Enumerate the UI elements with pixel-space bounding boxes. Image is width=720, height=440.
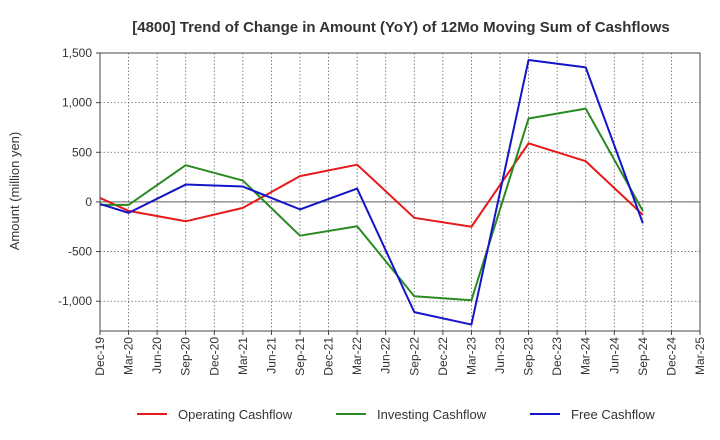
plot-frame (99, 52, 701, 332)
x-tick-label: Dec-19 (93, 337, 107, 376)
legend: Operating Cashflow Investing Cashflow Free… (137, 407, 655, 422)
x-tick-label: Jun-21 (264, 337, 278, 374)
x-tick-label: Mar-24 (579, 337, 593, 375)
chart-title: [4800] Trend of Change in Amount (YoY) o… (132, 19, 670, 36)
series-lines (99, 58, 644, 326)
x-tick-label: Sep-23 (522, 337, 536, 376)
x-tick-label: Dec-22 (436, 337, 450, 376)
legend-label: Operating Cashflow (178, 407, 293, 422)
y-tick-label: 1,500 (62, 46, 92, 60)
y-tick-label: 500 (72, 145, 92, 159)
x-tick-label: Mar-21 (236, 337, 250, 375)
plot-area-border (99, 52, 701, 332)
series-line-free-cashflow (99, 58, 644, 326)
y-tick-label: 0 (85, 195, 92, 209)
x-tick-label: Sep-24 (636, 337, 650, 376)
x-tick-label: Jun-23 (493, 337, 507, 374)
x-tick-label: Sep-22 (407, 337, 421, 376)
y-axis-label: Amount (million yen) (7, 132, 22, 251)
x-tick-label: Dec-24 (664, 337, 678, 376)
x-axis-ticks: Dec-19 Mar-20 Jun-20 Sep-20 Dec-20 Mar-21 Jun-… (93, 331, 707, 376)
x-tick-label: Mar-20 (122, 337, 136, 375)
series-line-investing-cashflow (100, 107, 644, 302)
x-tick-label: Jun-22 (379, 337, 393, 374)
y-axis-ticks: 1,500 1,000 500 0 -500 -1,000 (58, 46, 100, 308)
x-tick-label: Dec-21 (322, 337, 336, 376)
x-tick-label: Jun-20 (150, 337, 164, 374)
grid-lines (99, 52, 701, 331)
y-tick-label: -1,000 (58, 294, 92, 308)
x-tick-label: Sep-20 (179, 337, 193, 376)
series-line-operating-cashflow (99, 142, 644, 228)
legend-label: Free Cashflow (571, 407, 655, 422)
x-tick-label: Sep-21 (293, 337, 307, 376)
x-tick-label: Dec-20 (207, 337, 221, 376)
y-tick-label: -500 (68, 245, 92, 259)
legend-label: Investing Cashflow (377, 407, 487, 422)
x-tick-label: Mar-23 (464, 337, 478, 375)
x-tick-label: Dec-23 (550, 337, 564, 376)
x-tick-label: Mar-25 (693, 337, 707, 375)
y-tick-label: 1,000 (62, 96, 92, 110)
x-tick-label: Mar-22 (350, 337, 364, 375)
x-tick-label: Jun-24 (607, 337, 621, 374)
